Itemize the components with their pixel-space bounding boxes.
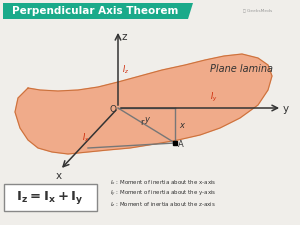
Text: y: y [145, 115, 149, 124]
Text: Perpendicular Axis Theorem: Perpendicular Axis Theorem [12, 7, 178, 16]
Text: x: x [56, 171, 62, 181]
Text: y: y [283, 104, 289, 114]
Text: $I_y$ : Moment of inertia about the y-axis: $I_y$ : Moment of inertia about the y-ax… [110, 189, 217, 199]
Text: r: r [140, 118, 144, 127]
Text: Plane lamina: Plane lamina [210, 64, 273, 74]
Text: A: A [178, 140, 184, 149]
Text: $I_z$ : Moment of inertia about the z-axis: $I_z$ : Moment of inertia about the z-ax… [110, 200, 216, 209]
Text: $I_x$: $I_x$ [82, 131, 89, 144]
Polygon shape [15, 54, 272, 154]
Text: Ⓢ GeeksMeds: Ⓢ GeeksMeds [243, 8, 273, 12]
Text: $I_x$ : Moment of inertia about the x-axis: $I_x$ : Moment of inertia about the x-ax… [110, 179, 217, 187]
Text: $\mathbf{I_z = I_x + I_y}$: $\mathbf{I_z = I_x + I_y}$ [16, 189, 84, 205]
FancyBboxPatch shape [4, 184, 97, 211]
Text: z: z [121, 32, 127, 42]
Text: x: x [179, 121, 184, 130]
Text: $I_z$: $I_z$ [122, 63, 129, 76]
Text: O: O [109, 104, 116, 113]
Text: $I_y$: $I_y$ [210, 91, 218, 104]
Polygon shape [3, 3, 193, 19]
